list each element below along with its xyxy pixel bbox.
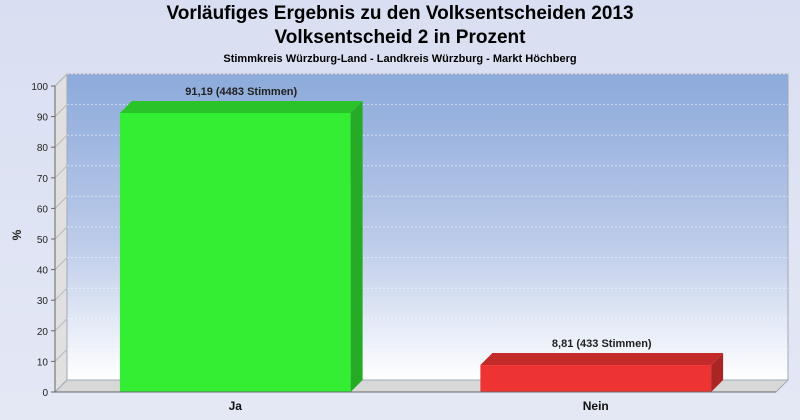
grid-line-side (54, 257, 68, 270)
grid-line-side (54, 104, 68, 117)
axes: 0 10 20 30 40 50 60 70 80 90 100% Ja Nein (10, 82, 776, 413)
y-tick-label: 50 (37, 235, 49, 246)
y-tick-label: 40 (37, 266, 49, 277)
x-tick-label: Ja (229, 399, 243, 413)
bar-front (480, 365, 712, 392)
grid-line-side (54, 134, 68, 148)
bar-front (119, 112, 351, 392)
chart-region-subtitle: Stimmkreis Würzburg-Land - Landkreis Wür… (223, 53, 577, 65)
grid-line-side (54, 226, 68, 240)
bar-top (480, 353, 724, 366)
y-tick-label: 90 (37, 113, 49, 124)
y-tick-label: 70 (37, 174, 49, 185)
y-tick-label: 0 (42, 388, 48, 399)
bars: 91,19 (4483 Stimmen) 8,81 (433 Stimmen) (119, 86, 724, 392)
chart-subtitle: Volksentscheid 2 in Prozent (274, 27, 526, 48)
y-tick-label: 60 (37, 204, 49, 215)
y-tick-label: 30 (37, 296, 49, 307)
x-tick-label: Nein (583, 399, 609, 413)
bar-side (350, 100, 363, 392)
y-tick-label: 10 (37, 357, 49, 368)
grid-line-side (54, 349, 68, 362)
grid-line-side (54, 318, 68, 332)
grid-line-side (54, 165, 68, 179)
y-tick-label: 20 (37, 327, 49, 338)
grid-line-side (54, 287, 68, 301)
chart-title: Vorläufiges Ergebnis zu den Volksentsche… (166, 3, 634, 24)
bar-side (711, 353, 724, 392)
bar-data-label: 91,19 (4483 Stimmen) (185, 86, 297, 98)
grid-line-side (54, 73, 68, 87)
bar-data-label: 8,81 (433 Stimmen) (552, 338, 652, 350)
y-axis-label: % (10, 229, 24, 240)
y-tick-label: 80 (37, 143, 49, 154)
y-tick-label: 100 (31, 82, 48, 93)
bar-top (119, 100, 363, 113)
grid-line-side (54, 196, 68, 209)
